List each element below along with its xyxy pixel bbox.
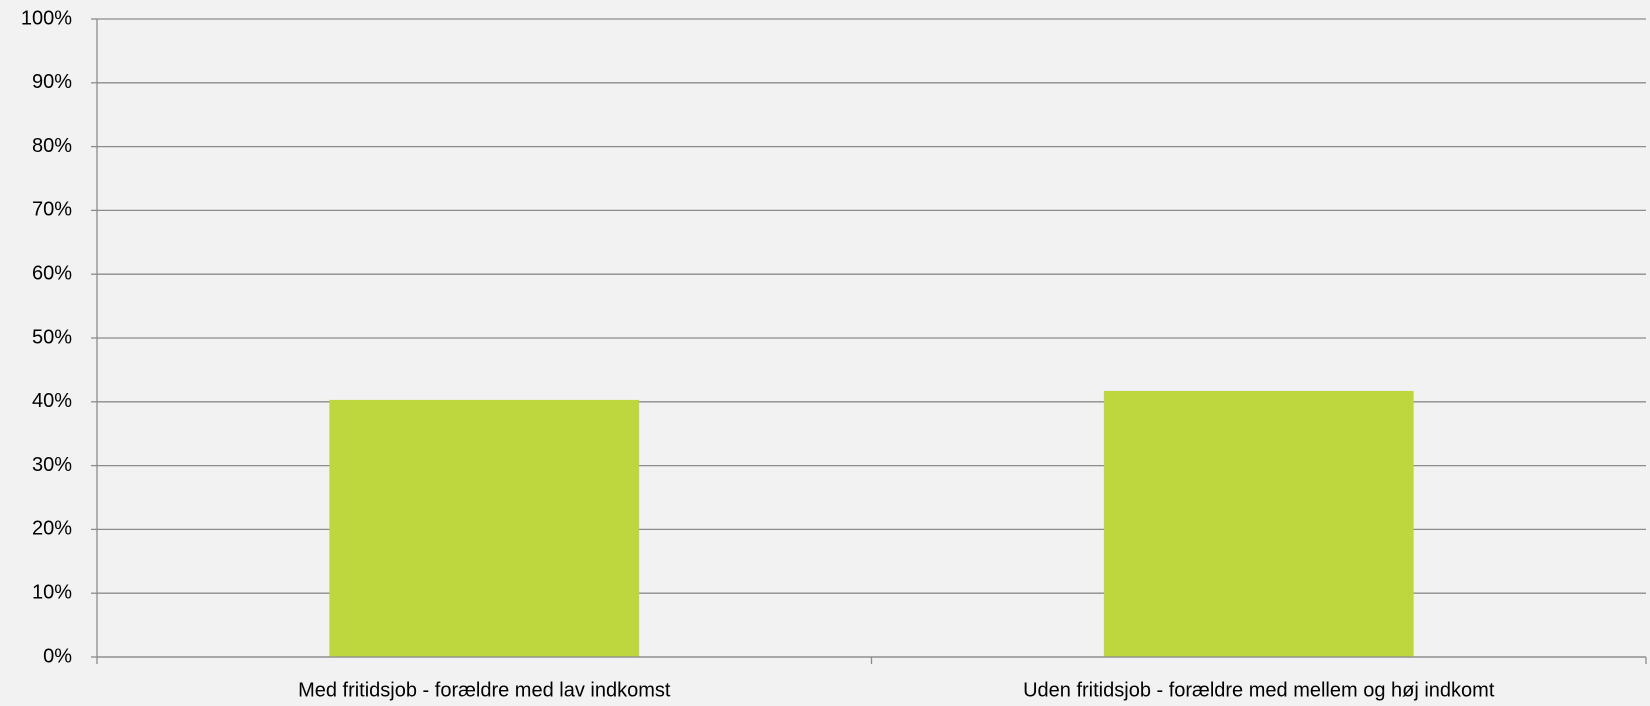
y-tick-label: 100% bbox=[21, 7, 72, 29]
bar bbox=[329, 399, 640, 657]
y-tick-label: 20% bbox=[32, 518, 72, 540]
x-tick-label: Uden fritidsjob - forældre med mellem og… bbox=[1023, 679, 1495, 701]
y-tick-label: 40% bbox=[32, 390, 72, 412]
y-tick-label: 70% bbox=[32, 199, 72, 221]
y-tick-label: 30% bbox=[32, 454, 72, 476]
y-tick-label: 0% bbox=[43, 645, 72, 667]
x-tick-label: Med fritidsjob - forældre med lav indkom… bbox=[298, 679, 671, 701]
y-tick-label: 60% bbox=[32, 262, 72, 284]
y-tick-label: 80% bbox=[32, 135, 72, 157]
y-tick-label: 90% bbox=[32, 71, 72, 93]
bar bbox=[1103, 390, 1414, 657]
y-tick-label: 10% bbox=[32, 581, 72, 603]
y-tick-label: 50% bbox=[32, 326, 72, 348]
